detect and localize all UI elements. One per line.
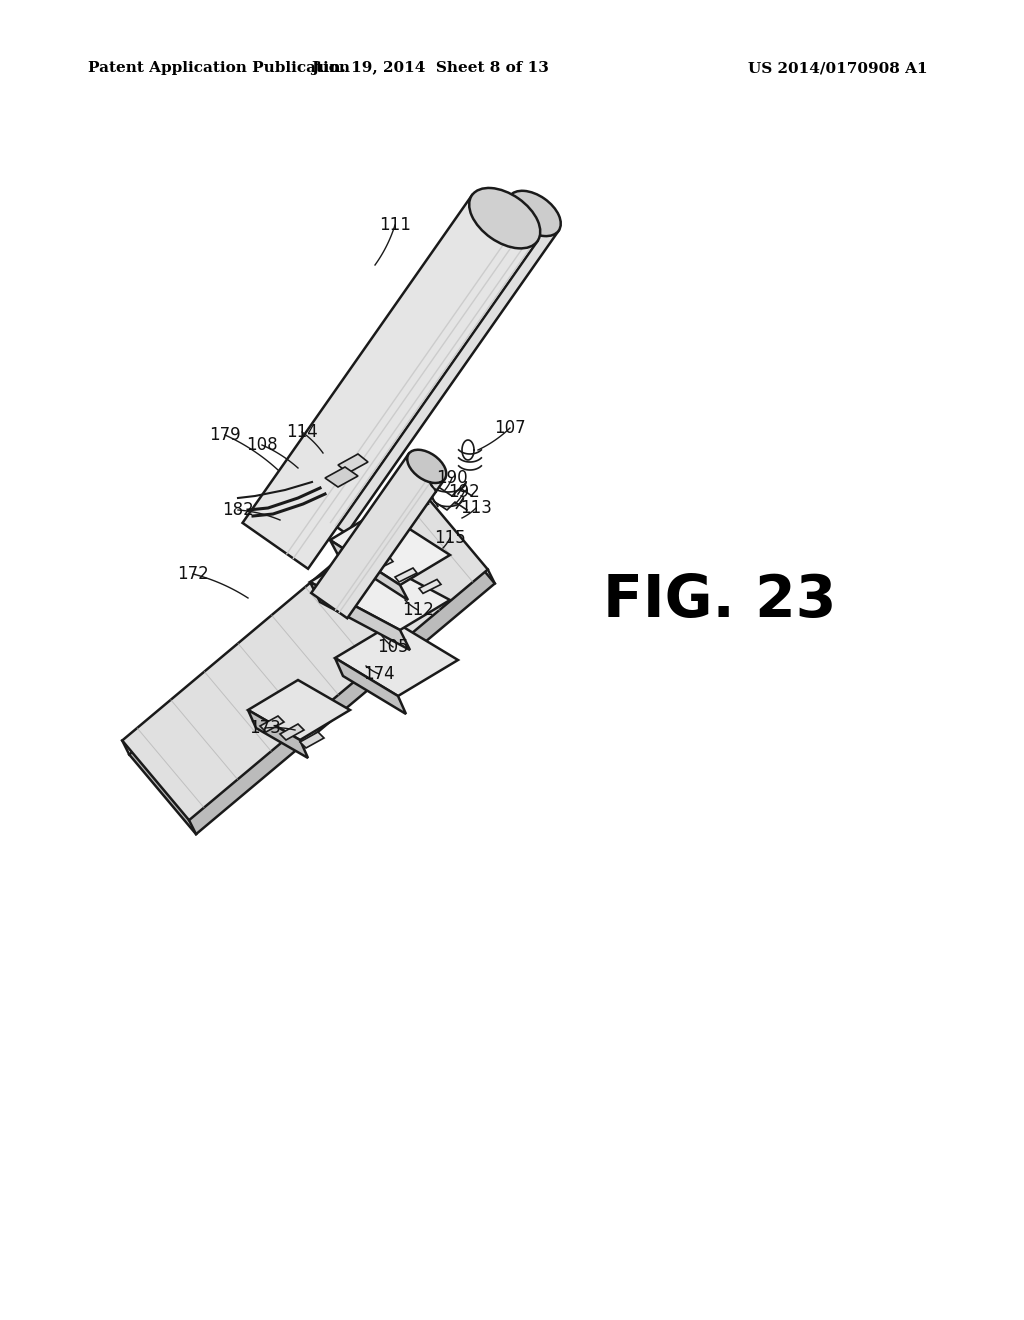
- Ellipse shape: [408, 450, 446, 483]
- Polygon shape: [260, 715, 284, 733]
- Polygon shape: [335, 622, 458, 696]
- Text: 179: 179: [209, 426, 241, 444]
- Polygon shape: [122, 490, 487, 820]
- Text: 174: 174: [364, 665, 395, 682]
- Text: 192: 192: [449, 483, 480, 502]
- Polygon shape: [395, 568, 417, 582]
- Text: 108: 108: [246, 436, 278, 454]
- Ellipse shape: [469, 187, 541, 248]
- Text: 112: 112: [402, 601, 434, 619]
- Polygon shape: [248, 680, 350, 741]
- Polygon shape: [310, 552, 450, 630]
- Polygon shape: [325, 467, 358, 487]
- Text: 111: 111: [379, 216, 411, 234]
- Polygon shape: [330, 510, 450, 585]
- Polygon shape: [300, 733, 324, 748]
- Text: 190: 190: [436, 469, 468, 487]
- Text: 107: 107: [495, 418, 525, 437]
- Polygon shape: [311, 454, 444, 618]
- Text: US 2014/0170908 A1: US 2014/0170908 A1: [748, 61, 928, 75]
- Polygon shape: [243, 195, 538, 569]
- Polygon shape: [338, 454, 368, 473]
- Polygon shape: [248, 710, 308, 758]
- Polygon shape: [419, 579, 441, 594]
- Polygon shape: [129, 504, 495, 834]
- Text: 182: 182: [222, 502, 254, 519]
- Text: 114: 114: [286, 422, 317, 441]
- Polygon shape: [330, 540, 408, 601]
- Text: 115: 115: [434, 529, 466, 546]
- Text: Jun. 19, 2014  Sheet 8 of 13: Jun. 19, 2014 Sheet 8 of 13: [311, 61, 549, 75]
- Polygon shape: [297, 197, 559, 533]
- Text: 105: 105: [377, 638, 409, 656]
- Polygon shape: [280, 723, 304, 741]
- Polygon shape: [371, 557, 393, 570]
- Polygon shape: [335, 657, 406, 714]
- Ellipse shape: [508, 191, 561, 236]
- Polygon shape: [310, 582, 410, 649]
- Text: 172: 172: [177, 565, 209, 583]
- Text: 113: 113: [460, 499, 492, 517]
- Text: FIG. 23: FIG. 23: [603, 572, 837, 628]
- Text: Patent Application Publication: Patent Application Publication: [88, 61, 350, 75]
- Text: 173: 173: [249, 719, 281, 737]
